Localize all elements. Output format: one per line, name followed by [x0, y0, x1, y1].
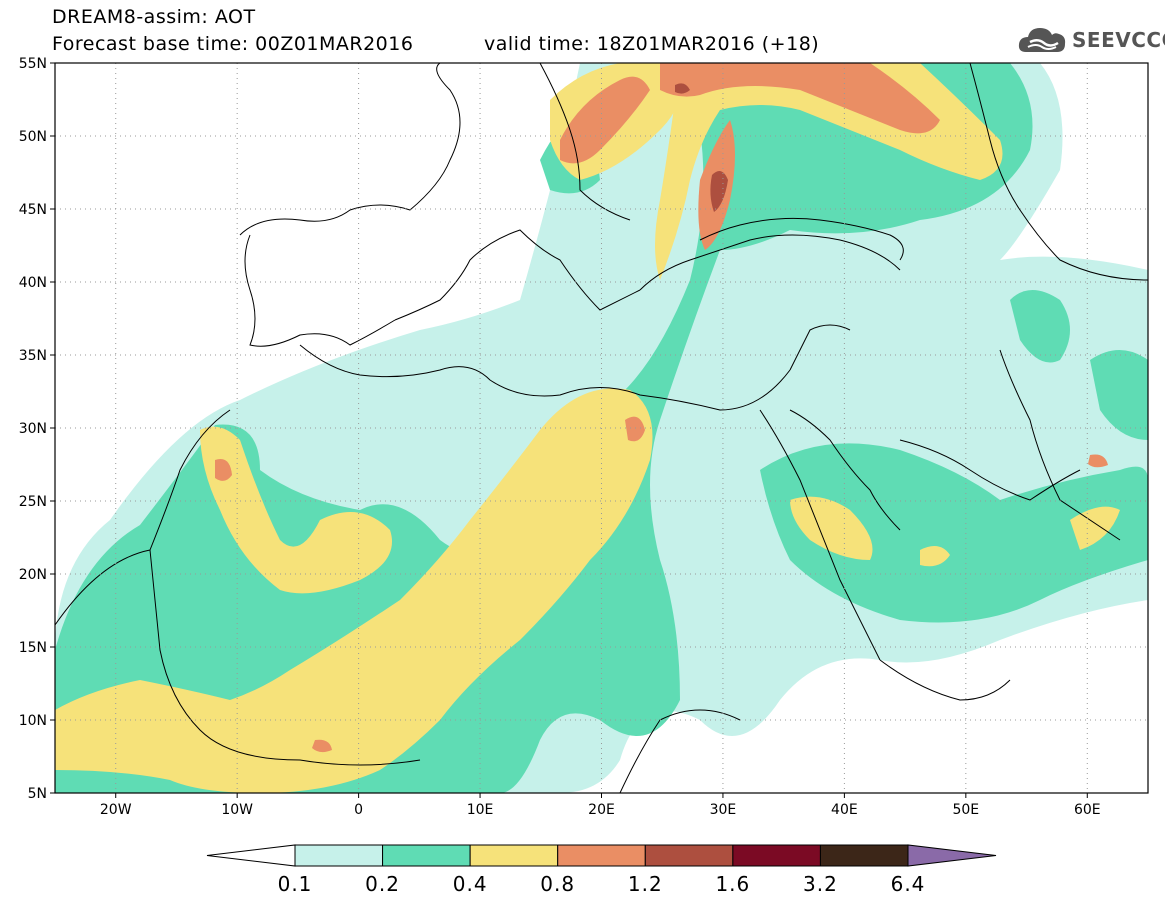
- colorbar: [206, 844, 997, 867]
- lat-tick-label: 10N: [19, 713, 47, 729]
- lat-tick-label: 30N: [19, 421, 47, 437]
- colorbar-low-arrow: [206, 844, 296, 867]
- colorbar-segment: [294, 844, 384, 867]
- lon-tick-label: 20W: [100, 802, 132, 818]
- lat-axis: 55N 50N 45N 40N 35N 30N 25N 20N 15N 10N 5N: [19, 56, 55, 802]
- lat-tick-label: 45N: [19, 202, 47, 218]
- lon-axis: 20W 10W 0 10E 20E 30E 40E 50E 60E: [100, 793, 1101, 818]
- colorbar-high-arrow: [907, 844, 997, 867]
- title-forecast-base-time: Forecast base time: 00Z01MAR2016: [52, 33, 414, 55]
- colorbar-label: 0.2: [365, 872, 400, 896]
- seevccc-logo: SEEVCCC: [1018, 24, 1165, 56]
- graticule: [55, 63, 1148, 793]
- colorbar-segment: [382, 844, 471, 867]
- colorbar-label: 3.2: [803, 872, 838, 896]
- lat-tick-label: 20N: [19, 567, 47, 583]
- colorbar-label: 0.1: [277, 872, 313, 896]
- lat-tick-label: 15N: [19, 640, 47, 656]
- coastlines: [55, 63, 1148, 793]
- colorbar-segment: [644, 844, 734, 867]
- lon-tick-label: 0: [354, 802, 363, 818]
- colorbar-segment: [469, 844, 559, 867]
- title-line-1: DREAM8-assim: AOT: [52, 6, 256, 28]
- lon-tick-label: 10E: [467, 802, 494, 818]
- lat-tick-label: 40N: [19, 275, 47, 291]
- lat-tick-label: 5N: [28, 786, 47, 802]
- lon-tick-label: 40E: [831, 802, 858, 818]
- lat-tick-label: 50N: [19, 129, 47, 145]
- colorbar-segment: [557, 844, 646, 867]
- lon-tick-label: 20E: [588, 802, 615, 818]
- colorbar-label: 0.4: [452, 872, 488, 896]
- lon-tick-label: 50E: [952, 802, 979, 818]
- lon-tick-label: 10W: [221, 802, 253, 818]
- colorbar-segment: [732, 844, 821, 867]
- colorbar-label: 0.8: [540, 872, 576, 896]
- lat-tick-label: 35N: [19, 348, 47, 364]
- colorbar-segment: [819, 844, 909, 867]
- lat-tick-label: 25N: [19, 494, 47, 510]
- cloud-icon: [1018, 28, 1066, 52]
- lon-tick-label: 30E: [710, 802, 737, 818]
- colorbar-label: 6.4: [890, 872, 926, 896]
- lon-tick-label: 60E: [1074, 802, 1101, 818]
- colorbar-label: 1.6: [715, 872, 751, 896]
- title-valid-time: valid time: 18Z01MAR2016 (+18): [484, 33, 820, 55]
- colorbar-label: 1.2: [627, 872, 663, 896]
- lat-tick-label: 55N: [19, 56, 47, 72]
- logo-text: SEEVCCC: [1072, 28, 1165, 52]
